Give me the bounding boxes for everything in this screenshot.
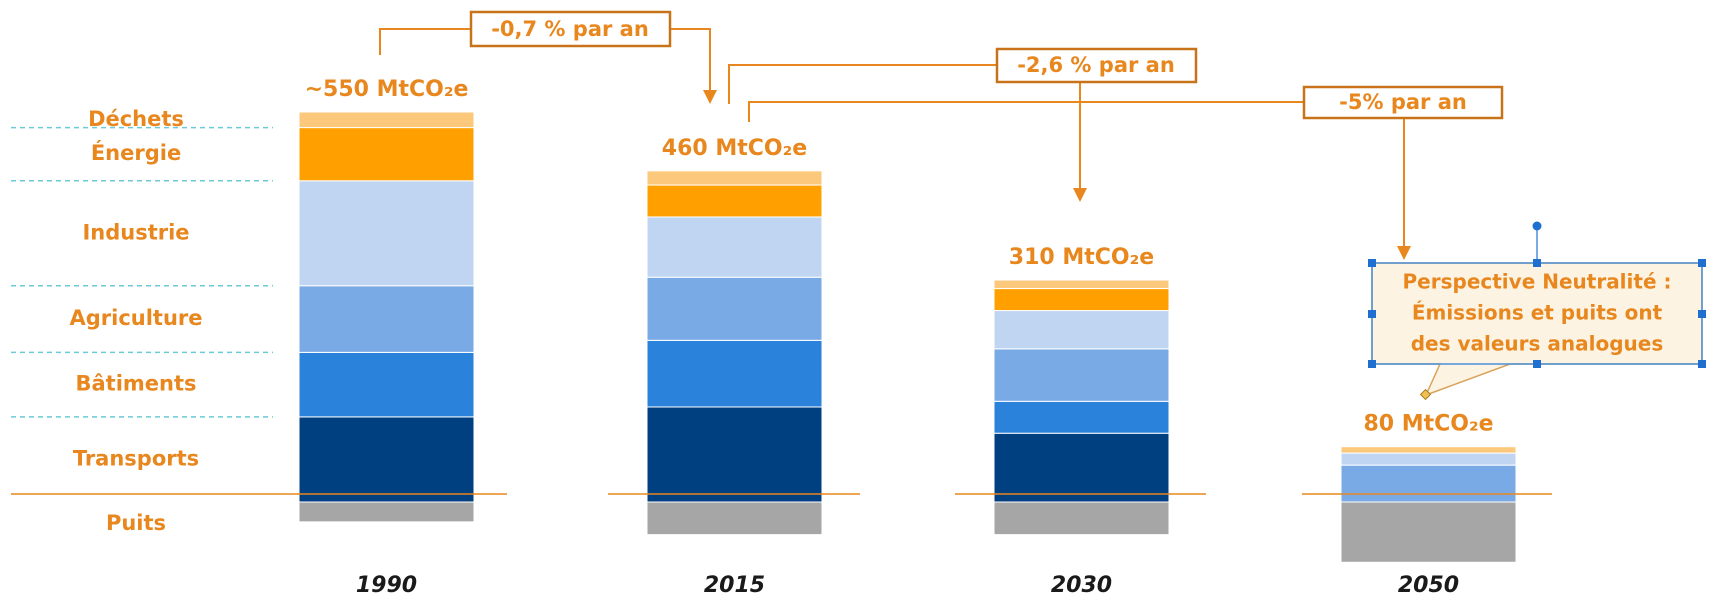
total-label: 310 MtCO₂e xyxy=(1009,245,1154,270)
series-label: Bâtiments xyxy=(75,372,196,396)
bar-segment xyxy=(646,501,823,536)
series-label: Transports xyxy=(73,446,199,470)
bar-segment xyxy=(993,400,1170,434)
bar-segment xyxy=(993,348,1170,402)
bar-segment xyxy=(298,180,475,287)
rate-box xyxy=(1302,85,1504,120)
bar-segment xyxy=(1340,452,1517,466)
rotate-handle xyxy=(1532,221,1542,231)
callout-line: Émissions et puits ont xyxy=(1412,301,1663,325)
connector xyxy=(728,64,997,104)
handle xyxy=(1533,259,1541,267)
resize-handles xyxy=(1368,259,1706,368)
handle xyxy=(1368,360,1376,368)
arrowhead xyxy=(1397,246,1411,260)
bar-segment xyxy=(1340,501,1517,563)
rate-box xyxy=(469,10,672,48)
total-label: 80 MtCO₂e xyxy=(1363,412,1493,437)
bar-segment xyxy=(298,285,475,353)
handle xyxy=(1698,259,1706,267)
bar-segment xyxy=(646,339,823,408)
bar-segment xyxy=(646,216,823,278)
x-tick-label: 1990 xyxy=(356,573,417,598)
handle xyxy=(1368,259,1376,267)
callout-line: des valeurs analogues xyxy=(1411,332,1664,356)
rate-box xyxy=(995,47,1198,84)
series-label: Agriculture xyxy=(69,306,202,330)
bar-segment xyxy=(646,276,823,341)
series-label: Puits xyxy=(106,511,166,535)
series-label: Énergie xyxy=(91,140,181,165)
bar-segment xyxy=(646,184,823,218)
rate-label: -5% par an xyxy=(1339,90,1467,114)
handle xyxy=(1368,310,1376,318)
bar-segment xyxy=(298,416,475,503)
connector xyxy=(670,28,711,92)
arrowheads xyxy=(703,90,1411,260)
bar-segment xyxy=(993,501,1170,536)
connector xyxy=(379,28,471,55)
x-tick-label: 2050 xyxy=(1398,573,1459,598)
rate-boxes xyxy=(469,10,1504,120)
rate-label: -2,6 % par an xyxy=(1017,53,1175,77)
bar-segment xyxy=(993,310,1170,350)
bar-segment xyxy=(646,170,823,186)
connector xyxy=(748,101,1304,122)
bar-segment xyxy=(298,111,475,129)
arrowhead xyxy=(703,90,717,104)
bar-segment xyxy=(993,432,1170,503)
bar-segment xyxy=(1340,446,1517,454)
callout-line: Perspective Neutralité : xyxy=(1403,270,1672,294)
bar-segment xyxy=(993,279,1170,290)
x-tick-label: 2030 xyxy=(1051,573,1112,598)
bar-segment xyxy=(298,351,475,418)
series-label: Industrie xyxy=(82,220,189,244)
series-label: Déchets xyxy=(88,107,184,131)
handle xyxy=(1698,360,1706,368)
total-label: 460 MtCO₂e xyxy=(662,136,807,161)
bar-segment xyxy=(1340,464,1517,503)
bar-segment xyxy=(646,406,823,503)
connectors xyxy=(379,28,1405,248)
bar-segment xyxy=(298,127,475,182)
total-label: ~550 MtCO₂e xyxy=(305,77,469,102)
bar-segment xyxy=(993,288,1170,312)
handle xyxy=(1533,360,1541,368)
handle xyxy=(1698,310,1706,318)
x-tick-label: 2015 xyxy=(704,573,765,598)
tail-handle xyxy=(1419,388,1432,401)
rate-label: -0,7 % par an xyxy=(491,17,649,41)
bar-segment xyxy=(298,501,475,523)
callout: Perspective Neutralité : Émissions et pu… xyxy=(1368,221,1706,401)
arrowhead xyxy=(1073,188,1087,202)
